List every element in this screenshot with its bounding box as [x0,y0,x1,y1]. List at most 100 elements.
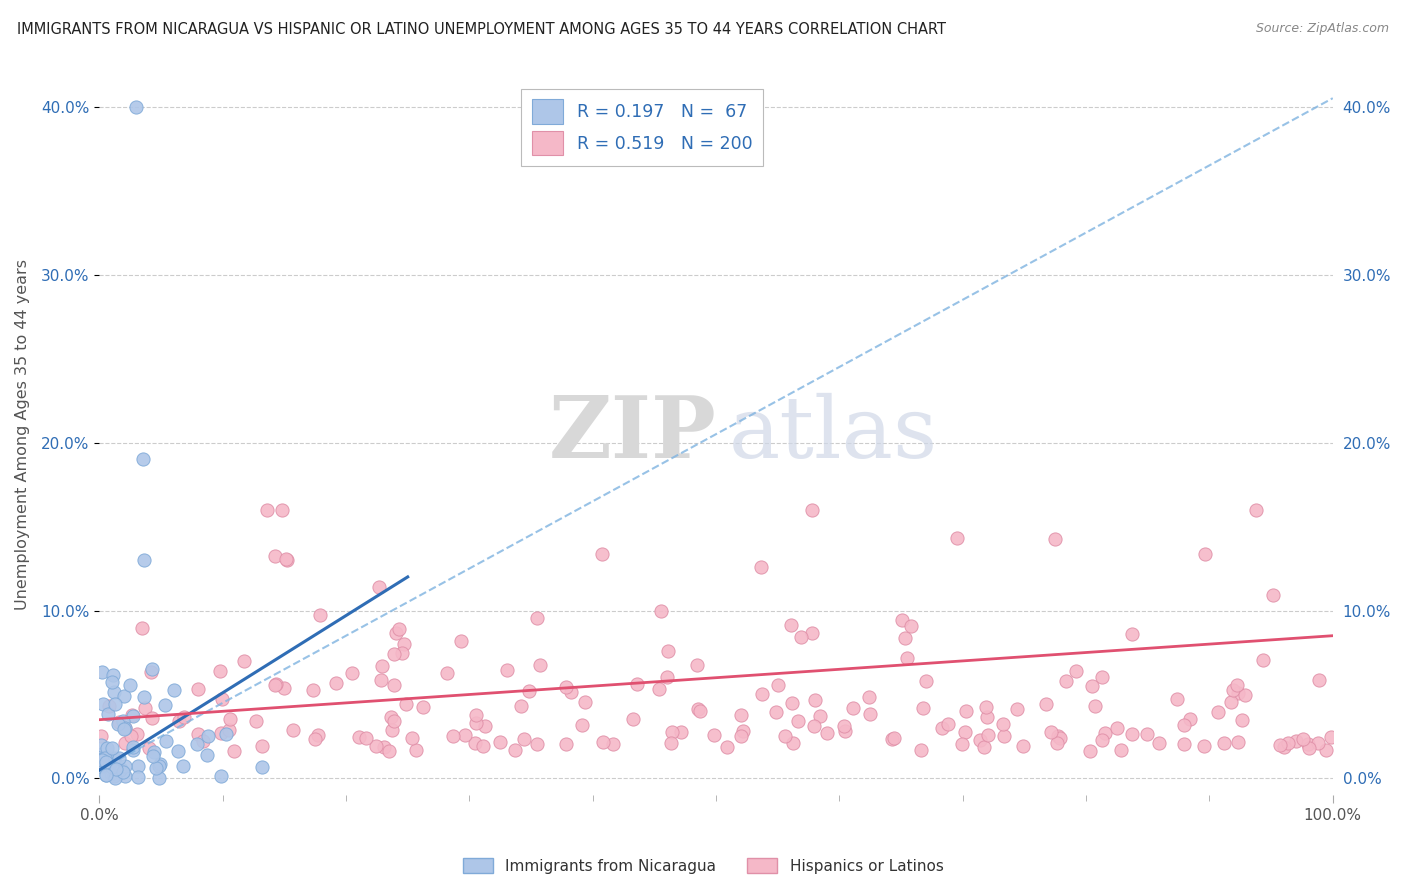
Point [730,707,752,722]
Point [122,708,145,723]
Point [834,723,856,738]
Point [110,763,132,777]
Point [120,729,142,743]
Point [94,755,117,769]
Point [264,677,287,691]
Point [474,718,496,732]
Point [1268,738,1291,752]
Point [1277,736,1299,750]
Point [187,681,209,696]
Point [900,618,922,632]
Point [931,721,953,735]
Point [94,749,117,764]
Point [127,771,149,785]
Point [529,657,551,672]
Point [112,723,135,737]
Point [993,729,1015,743]
Point [1178,712,1201,726]
Point [716,739,738,754]
Point [1136,727,1159,741]
Point [163,682,186,697]
Point [1166,692,1188,706]
Point [751,687,773,701]
Point [105,756,128,771]
Point [891,613,914,627]
Point [340,666,363,681]
Point [1296,737,1319,751]
Point [1121,727,1143,741]
Point [373,739,395,754]
Point [107,717,129,731]
Point [950,737,973,751]
Point [780,696,803,710]
Point [669,725,692,739]
Point [94,768,117,782]
Point [1121,627,1143,641]
Point [370,673,392,687]
Point [141,711,163,725]
Point [304,731,326,746]
Point [974,700,997,714]
Point [1232,713,1254,727]
Point [1078,743,1101,757]
Point [90,747,112,762]
Point [101,760,124,774]
Point [148,759,170,773]
Point [101,675,124,690]
Point [657,644,679,658]
Point [270,502,292,516]
Point [591,547,613,561]
Point [405,743,427,757]
Point [100,767,122,781]
Point [91,665,114,680]
Point [787,714,810,728]
Point [149,757,172,772]
Point [367,580,389,594]
Point [489,735,512,749]
Point [108,763,131,777]
Point [815,726,838,740]
Point [264,549,287,563]
Point [105,762,128,776]
Point [1251,653,1274,667]
Point [90,752,112,766]
Point [1222,683,1244,698]
Point [1040,725,1063,739]
Point [252,739,274,753]
Point [1194,739,1216,753]
Point [801,502,824,516]
Point [104,697,127,711]
Point [1226,678,1249,692]
Point [380,710,402,724]
Point [973,740,995,755]
Point [233,654,256,668]
Point [1173,718,1195,732]
Point [472,739,495,754]
Point [912,700,935,714]
Point [218,723,240,737]
Point [97,706,120,721]
Point [626,676,648,690]
Point [245,714,267,729]
Point [219,712,242,726]
Point [441,729,464,743]
Point [112,714,135,729]
Point [103,751,125,765]
Point [1227,685,1250,699]
Point [155,734,177,748]
Point [1094,725,1116,739]
Point [264,678,287,692]
Point [252,760,274,774]
Point [145,761,167,775]
Point [197,729,219,743]
Point [1005,702,1028,716]
Point [139,665,162,680]
Point [1035,697,1057,711]
Point [377,744,399,758]
Point [131,621,153,635]
Point [132,553,155,567]
Point [114,722,136,736]
Point [733,724,755,739]
Point [167,714,190,728]
Point [276,552,298,566]
